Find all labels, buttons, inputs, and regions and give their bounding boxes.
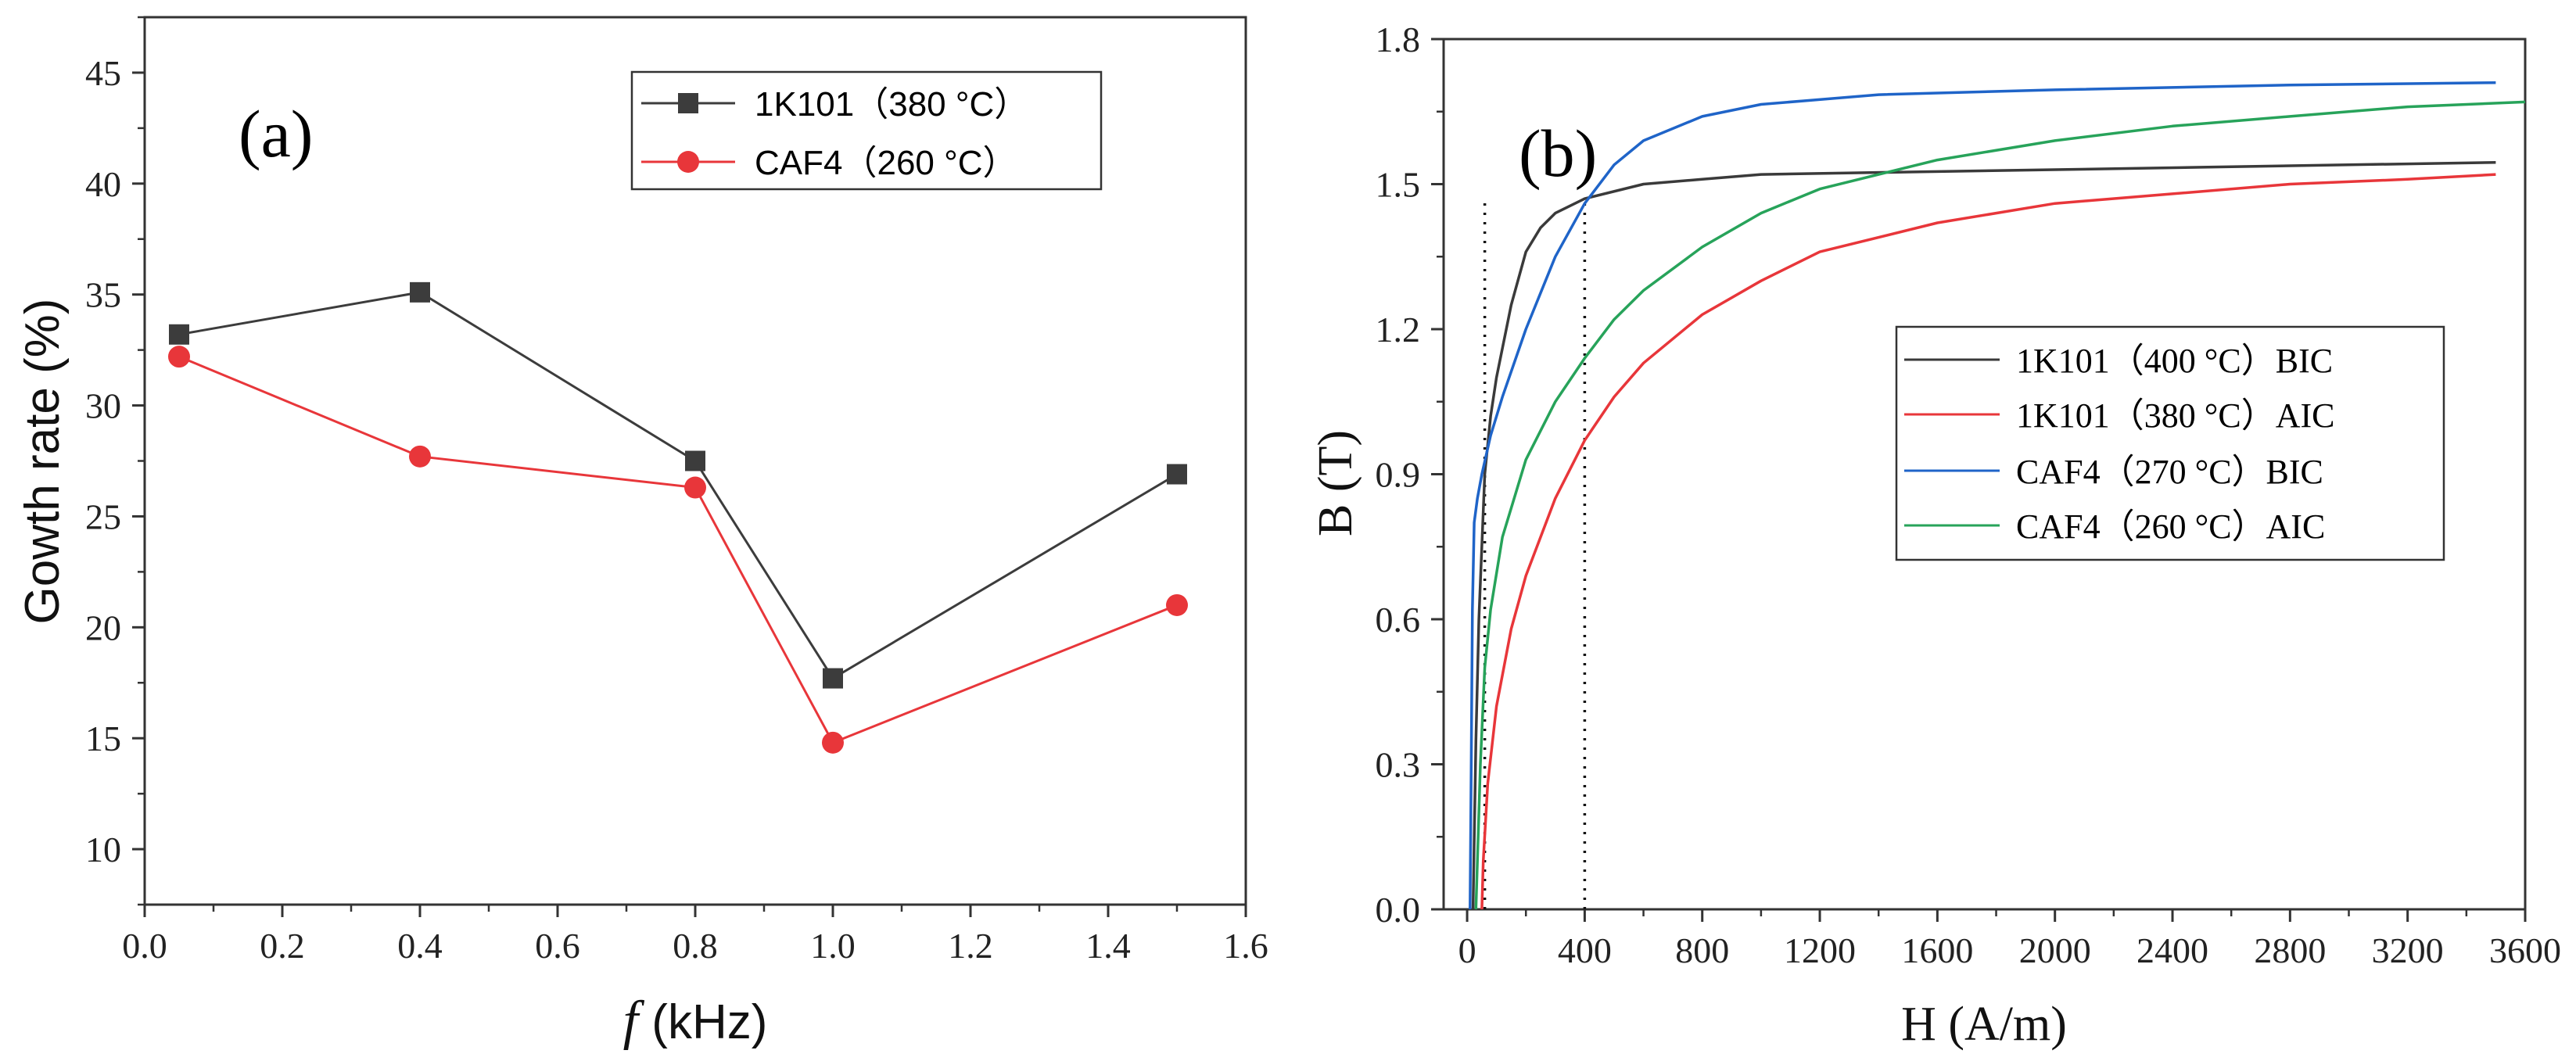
chart-b-series <box>1469 81 2526 910</box>
chart-a-x-tick-label: 0.4 <box>397 926 443 966</box>
chart-a-panel-label: (a) <box>239 96 313 171</box>
chart-b-y-tick-label: 1.2 <box>1376 310 1421 349</box>
chart-b-legend-box <box>1895 325 2445 561</box>
legend-b-label-caf4-270: CAF4（270 °C）BIC <box>2016 453 2323 491</box>
chart-b-x-tick-label: 1600 <box>1901 930 1973 970</box>
legend-a-marker-1k101 <box>678 93 698 113</box>
chart-a-x-tick-label: 1.6 <box>1223 926 1268 966</box>
chart-b-x-tick-label: 2800 <box>2254 930 2326 970</box>
chart-a-x-tick-label: 0.0 <box>122 926 167 966</box>
data-point-1k101 <box>169 324 189 345</box>
legend-a-marker-caf4 <box>677 151 699 173</box>
chart-a-y-tick-label: 40 <box>85 164 121 204</box>
chart-b-legend: 1K101（400 °C）BIC 1K101（380 °C）AIC CAF4（2… <box>1895 325 2445 561</box>
data-point-1k101 <box>410 281 430 303</box>
series-curve-caf4-260-aic <box>1474 100 2526 910</box>
chart-a-y-tick-label: 45 <box>85 53 121 93</box>
series-line-caf4 <box>178 355 1178 744</box>
chart-b-x-ticks: 0 400 800 1200 1600 2000 2400 2800 3200 3600 <box>1458 909 2561 970</box>
data-point-caf4 <box>684 476 706 499</box>
chart-b-reference-lines <box>1483 199 1587 909</box>
chart-a-y-tick-label: 25 <box>85 496 121 536</box>
chart-b-y-tick-label: 1.5 <box>1376 165 1421 205</box>
chart-a-legend-box <box>630 70 1103 191</box>
chart-b-y-ticks: 0.0 0.3 0.6 0.9 1.2 1.5 1.8 <box>1376 20 1444 930</box>
data-point-1k101 <box>1167 464 1187 485</box>
legend-a-label-1k101: 1K101（380 °C） <box>755 85 1028 124</box>
chart-b-x-tick-label: 3200 <box>2372 930 2444 970</box>
chart-b-y-tick-label: 0.0 <box>1376 890 1421 930</box>
chart-a-y-tick-label: 10 <box>85 830 121 869</box>
chart-a-y-tick-label: 30 <box>85 386 121 426</box>
chart-b-panel-label: (b) <box>1519 116 1597 191</box>
chart-b-y-tick-label: 0.9 <box>1376 455 1421 495</box>
chart-a-series <box>168 281 1188 754</box>
chart-b-x-tick-label: 0 <box>1458 930 1476 970</box>
chart-a-y-tick-label: 15 <box>85 719 121 758</box>
data-point-caf4 <box>409 445 431 468</box>
chart-b-x-axis-title: H (A/m) <box>1901 998 2067 1051</box>
chart-a-x-ticks: 0.0 0.2 0.4 0.6 0.8 1.0 1.2 1.4 1.6 <box>122 905 1268 966</box>
chart-b: 0 400 800 1200 1600 2000 2400 2800 3200 3600 0.00… <box>1309 20 2561 1051</box>
chart-a-y-tick-label: 35 <box>85 275 121 315</box>
chart-a-y-tick-label: 20 <box>85 608 121 647</box>
legend-a-label-caf4: CAF4（260 °C） <box>755 144 1017 182</box>
chart-a-x-tick-label: 0.2 <box>260 926 305 966</box>
series-curve-1k101-400-bic <box>1471 160 2496 910</box>
chart-a-x-axis-title-unit: (kHz) <box>638 995 767 1049</box>
chart-b-x-tick-label: 2000 <box>2019 930 2091 970</box>
legend-b-label-caf4-260: CAF4（260 °C）AIC <box>2016 507 2325 546</box>
chart-b-y-axis-title: B (T) <box>1309 430 1362 536</box>
chart-a-x-tick-label: 0.8 <box>673 926 718 966</box>
series-curve-1k101-380-aic <box>1480 173 2496 910</box>
chart-a-x-tick-label: 1.4 <box>1085 926 1131 966</box>
chart-b-x-tick-label: 3600 <box>2489 930 2561 970</box>
legend-b-label-1k101-380: 1K101（380 °C）AIC <box>2016 396 2335 435</box>
data-point-caf4 <box>168 346 190 368</box>
data-point-1k101 <box>685 450 705 471</box>
chart-b-x-tick-label: 800 <box>1675 930 1729 970</box>
chart-a-x-tick-label: 1.0 <box>810 926 856 966</box>
data-point-caf4 <box>1166 593 1188 616</box>
chart-a-x-tick-label: 1.2 <box>948 926 993 966</box>
chart-b-x-tick-label: 2400 <box>2137 930 2208 970</box>
legend-b-label-1k101-400: 1K101（400 °C）BIC <box>2016 342 2333 380</box>
chart-b-y-tick-label: 0.3 <box>1376 745 1421 785</box>
chart-b-x-tick-label: 400 <box>1558 930 1612 970</box>
chart-a: 0.0 0.2 0.4 0.6 0.8 1.0 1.2 1.4 1.6 10 15 20 25 30 35… <box>16 16 1268 1051</box>
chart-a-y-ticks: 10 15 20 25 30 35 40 45 <box>85 16 145 906</box>
series-curve-caf4-270-bic <box>1469 81 2496 910</box>
data-point-1k101 <box>823 668 843 689</box>
chart-b-y-tick-label: 0.6 <box>1376 600 1421 640</box>
chart-a-legend: 1K101（380 °C） CAF4（260 °C） <box>630 70 1103 191</box>
chart-b-y-tick-label: 1.8 <box>1376 20 1421 59</box>
data-point-caf4 <box>822 731 844 754</box>
chart-a-x-tick-label: 0.6 <box>535 926 580 966</box>
chart-a-x-axis-title: f (kHz) <box>623 991 768 1051</box>
chart-b-x-tick-label: 1200 <box>1784 930 1856 970</box>
chart-a-y-axis-title: Gowth rate (%) <box>16 299 70 625</box>
